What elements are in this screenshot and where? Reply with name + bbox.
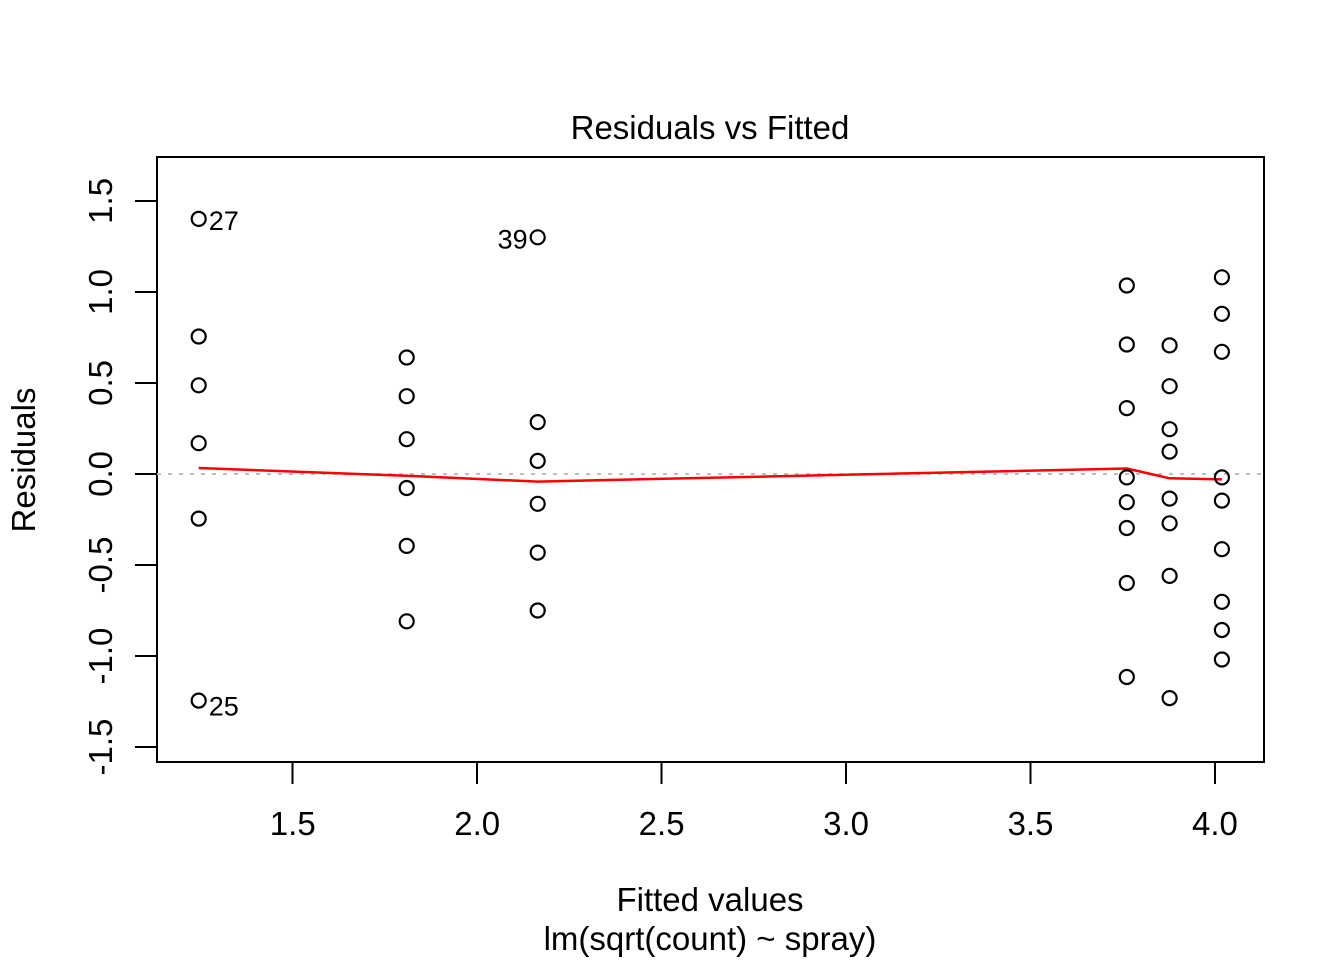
plot-box bbox=[156, 156, 1265, 763]
data-point bbox=[1118, 494, 1135, 511]
data-point bbox=[398, 613, 415, 630]
data-point bbox=[1118, 336, 1135, 353]
data-point bbox=[1213, 651, 1231, 668]
data-point bbox=[1118, 668, 1135, 686]
data-point bbox=[190, 210, 207, 227]
data-point bbox=[398, 431, 415, 448]
data-point bbox=[529, 414, 546, 431]
data-point bbox=[1161, 490, 1178, 507]
lowess-smoother-line bbox=[198, 466, 1222, 483]
data-point bbox=[1118, 519, 1135, 537]
y-tick-label: 1.0 bbox=[82, 269, 119, 315]
model-formula-label: lm(sqrt(count) ~ spray) bbox=[544, 920, 877, 957]
data-point bbox=[1213, 541, 1231, 558]
data-point bbox=[398, 349, 415, 366]
data-point bbox=[1213, 269, 1231, 286]
y-tick-label: -0.5 bbox=[82, 537, 119, 594]
y-axis-label: Residuals bbox=[5, 388, 42, 533]
x-tick-label: 1.5 bbox=[270, 805, 316, 842]
data-point bbox=[1118, 574, 1135, 592]
data-point bbox=[398, 388, 415, 405]
y-tick-label: 0.0 bbox=[82, 451, 119, 497]
data-point bbox=[1161, 567, 1178, 585]
data-point bbox=[190, 377, 207, 394]
point-id-label: 27 bbox=[209, 206, 239, 236]
data-point bbox=[1213, 593, 1231, 610]
y-tick-label: -1.5 bbox=[82, 719, 119, 776]
data-point bbox=[1118, 469, 1135, 486]
y-tick-label: 1.5 bbox=[82, 178, 119, 224]
data-point bbox=[1118, 277, 1135, 294]
data-point bbox=[529, 495, 546, 512]
data-point bbox=[1213, 492, 1231, 509]
data-point bbox=[1161, 421, 1178, 438]
data-point bbox=[1213, 621, 1231, 639]
data-point bbox=[190, 510, 207, 527]
data-point bbox=[190, 328, 207, 345]
data-point bbox=[529, 544, 546, 561]
plot-title: Residuals vs Fitted bbox=[571, 109, 850, 146]
data-point bbox=[529, 229, 546, 246]
data-point bbox=[1213, 305, 1231, 322]
x-tick-label: 2.0 bbox=[454, 805, 500, 842]
data-point bbox=[190, 435, 207, 452]
point-id-label: 25 bbox=[209, 692, 239, 722]
data-point bbox=[398, 537, 415, 555]
plot-content: 27 39 25 bbox=[157, 206, 1264, 722]
data-point bbox=[1213, 343, 1231, 360]
data-point bbox=[529, 452, 546, 469]
x-tick-label: 4.0 bbox=[1192, 805, 1238, 842]
point-id-label: 39 bbox=[498, 224, 528, 254]
data-point bbox=[398, 479, 415, 497]
x-tick-label: 2.5 bbox=[639, 805, 685, 842]
y-tick-label: 0.5 bbox=[82, 360, 119, 406]
data-point bbox=[1161, 337, 1178, 354]
x-axis-label: Fitted values bbox=[616, 881, 803, 918]
axes: 1.5 2.0 2.5 3.0 3.5 4.0 -1.5 -1.0 -0.5 0.0 0.5 1.0 1… bbox=[82, 156, 1265, 842]
y-tick-label: -1.0 bbox=[82, 628, 119, 685]
data-point bbox=[1118, 400, 1135, 417]
x-tick-label: 3.5 bbox=[1008, 805, 1054, 842]
data-point bbox=[1161, 443, 1178, 460]
data-point bbox=[1161, 689, 1178, 707]
x-tick-label: 3.0 bbox=[823, 805, 869, 842]
data-point bbox=[529, 602, 546, 619]
data-point bbox=[1161, 378, 1178, 395]
data-point bbox=[1161, 515, 1178, 532]
data-point bbox=[1213, 469, 1231, 486]
data-point bbox=[190, 692, 207, 709]
